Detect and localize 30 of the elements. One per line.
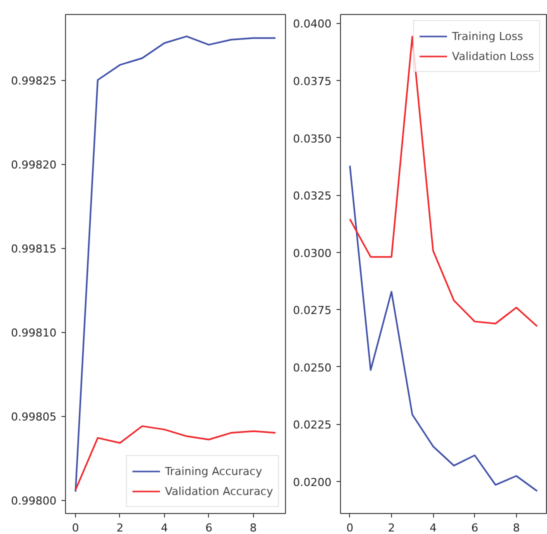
legend-label: Validation Accuracy — [164, 484, 273, 498]
y-tick-label: 0.99820 — [11, 158, 57, 172]
y-tick-label: 0.99810 — [11, 326, 57, 340]
legend-label: Validation Loss — [452, 50, 534, 62]
y-tick-label: 0.0350 — [293, 132, 332, 146]
x-tick-label: 4 — [430, 522, 437, 534]
y-tick-label: 0.99815 — [11, 242, 57, 256]
line-series — [349, 164, 538, 492]
x-tick-label: 2 — [388, 522, 395, 534]
y-tick-label: 0.0400 — [293, 18, 332, 31]
y-tick-label: 0.0300 — [293, 246, 332, 260]
x-tick-label: 8 — [512, 522, 520, 534]
y-tick-label: 0.0200 — [293, 476, 332, 489]
x-tick-label: 8 — [250, 522, 257, 534]
x-tick-label: 6 — [471, 522, 478, 534]
y-tick-label: 0.0250 — [293, 361, 332, 374]
y-tick-label: 0.99825 — [11, 74, 57, 88]
y-tick-label: 0.0275 — [293, 304, 332, 318]
x-tick-label: 0 — [346, 522, 354, 534]
y-tick-label: 0.0325 — [293, 190, 332, 203]
x-tick-label: 0 — [72, 522, 79, 534]
legend-label: Training Accuracy — [164, 464, 262, 478]
y-tick-label: 0.99805 — [11, 410, 57, 424]
x-tick-label: 2 — [116, 522, 124, 534]
y-tick-label: 0.0225 — [293, 418, 332, 432]
y-tick-label: 0.99800 — [11, 494, 57, 508]
y-tick-label: 0.0375 — [293, 74, 332, 88]
x-tick-label: 6 — [205, 522, 212, 534]
legend-label: Training Loss — [452, 30, 524, 42]
x-tick-label: 4 — [160, 522, 168, 534]
